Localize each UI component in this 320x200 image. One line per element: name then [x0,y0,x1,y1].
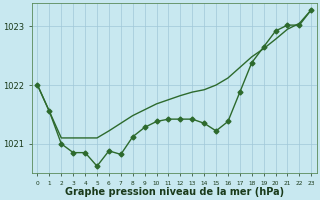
X-axis label: Graphe pression niveau de la mer (hPa): Graphe pression niveau de la mer (hPa) [65,187,284,197]
